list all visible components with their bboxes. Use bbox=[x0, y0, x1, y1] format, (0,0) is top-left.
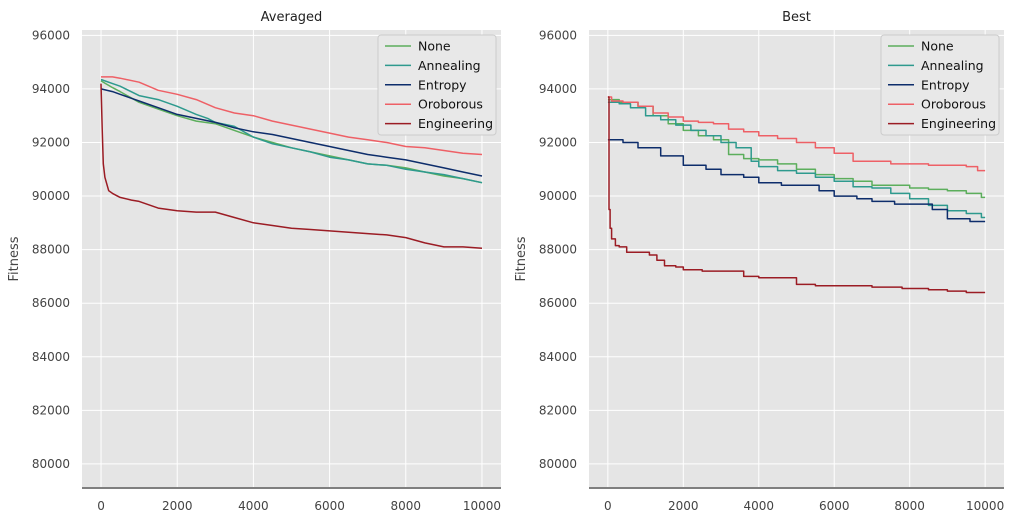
legend-box bbox=[880, 34, 1000, 136]
chart-title: Best bbox=[782, 10, 811, 25]
y-tick-label: 92000 bbox=[32, 135, 70, 149]
series-line-engineering bbox=[607, 96, 986, 294]
legend-label: Oroborous bbox=[921, 97, 986, 112]
x-tick-label: 8000 bbox=[390, 499, 421, 513]
chart-title: Averaged bbox=[261, 10, 323, 25]
y-tick-label: 82000 bbox=[539, 403, 577, 417]
y-tick-label: 90000 bbox=[32, 189, 70, 203]
series-line-none bbox=[607, 98, 986, 199]
series-line-entropy bbox=[607, 139, 986, 223]
y-tick-label: 90000 bbox=[539, 189, 577, 203]
x-tick-label: 10000 bbox=[463, 499, 501, 513]
x-tick-label: 4000 bbox=[238, 499, 269, 513]
legend-label: Engineering bbox=[418, 116, 493, 131]
y-tick-label: 88000 bbox=[539, 243, 577, 257]
series-line-engineering bbox=[100, 83, 483, 250]
legend-label: Entropy bbox=[921, 77, 970, 92]
series-line-oroborous bbox=[607, 96, 986, 172]
y-tick-label: 96000 bbox=[32, 28, 70, 42]
chart-panel-1: 8000082000840008600088000900009200094000… bbox=[7, 10, 501, 513]
series-line-entropy bbox=[100, 88, 483, 177]
legend-label: None bbox=[418, 39, 451, 54]
x-tick-label: 6000 bbox=[314, 499, 345, 513]
series-line-oroborous bbox=[101, 76, 483, 156]
y-tick-label: 94000 bbox=[32, 82, 70, 96]
x-tick-label: 4000 bbox=[743, 499, 774, 513]
y-tick-label: 94000 bbox=[539, 82, 577, 96]
legend-label: Annealing bbox=[418, 58, 481, 73]
y-tick-label: 96000 bbox=[539, 28, 577, 42]
x-tick-label: 8000 bbox=[894, 499, 925, 513]
x-tick-label: 0 bbox=[604, 499, 612, 513]
x-tick-label: 2000 bbox=[668, 499, 699, 513]
legend-label: Engineering bbox=[921, 116, 996, 131]
y-tick-label: 88000 bbox=[32, 243, 70, 257]
x-tick-label: 6000 bbox=[819, 499, 850, 513]
legend: None Annealing Entropy Oroborous Engineering bbox=[880, 34, 1000, 136]
y-tick-label: 86000 bbox=[539, 296, 577, 310]
x-tick-label: 10000 bbox=[966, 499, 1004, 513]
y-axis-label: Fitness bbox=[7, 236, 22, 281]
y-tick-label: 82000 bbox=[32, 403, 70, 417]
legend-label: Annealing bbox=[921, 58, 984, 73]
y-tick-label: 86000 bbox=[32, 296, 70, 310]
series-line-annealing bbox=[100, 78, 483, 184]
y-tick-label: 92000 bbox=[539, 135, 577, 149]
x-tick-label: 0 bbox=[97, 499, 105, 513]
y-tick-label: 80000 bbox=[32, 457, 70, 471]
x-tick-label: 2000 bbox=[162, 499, 193, 513]
y-axis-label: Fitness bbox=[514, 236, 529, 281]
legend-label: Entropy bbox=[418, 77, 467, 92]
y-tick-label: 80000 bbox=[539, 457, 577, 471]
legend-label: None bbox=[921, 39, 954, 54]
legend-box bbox=[377, 34, 497, 136]
series-line-annealing bbox=[607, 101, 986, 219]
y-tick-label: 84000 bbox=[539, 350, 577, 364]
legend-label: Oroborous bbox=[418, 97, 483, 112]
legend: None Annealing Entropy Oroborous Engineering bbox=[377, 34, 497, 136]
chart-panel-2: 8000082000840008600088000900009200094000… bbox=[514, 10, 1004, 513]
y-tick-label: 84000 bbox=[32, 350, 70, 364]
